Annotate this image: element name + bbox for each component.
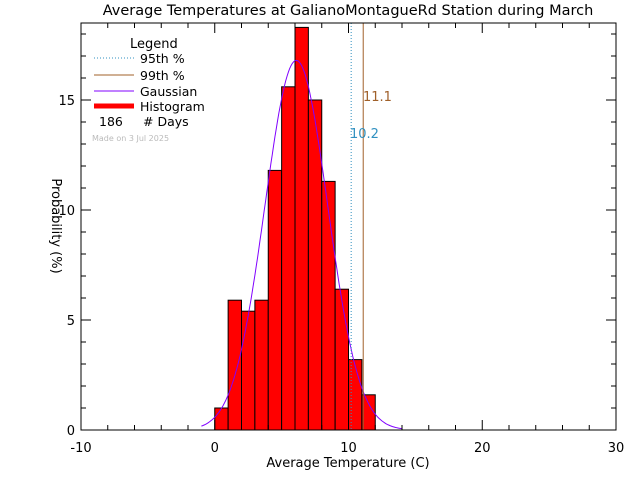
- gaussian-layer: [201, 59, 403, 430]
- y-tick-label: 15: [58, 94, 75, 109]
- histogram-bar-4: [267, 169, 283, 431]
- y-axis-ticks: 0 5 10 15: [58, 33, 616, 439]
- legend-label-p99: 99th %: [140, 68, 185, 83]
- y-axis-label: Probability (%): [48, 178, 63, 273]
- chart-title: Average Temperatures at GalianoMontagueR…: [103, 3, 594, 19]
- histogram-bar-10: [348, 359, 363, 431]
- gaussian-curve: [201, 59, 403, 430]
- x-tick-label: 20: [474, 441, 491, 456]
- legend-days-label: # Days: [143, 114, 189, 129]
- legend: Legend 95th % 99th % Gaussian Histogram …: [92, 37, 205, 143]
- histogram-bar-9: [334, 288, 349, 431]
- histogram-bar-11: [361, 394, 376, 431]
- histogram-bar-2: [241, 310, 256, 431]
- percentile-layer: [350, 23, 364, 430]
- y-tick-label: 0: [67, 424, 75, 439]
- x-tick-label: 10: [340, 441, 357, 456]
- legend-label-gaussian: Gaussian: [140, 84, 197, 99]
- histogram-bars: [214, 26, 376, 431]
- p99-value-label: 11.1: [363, 90, 392, 105]
- legend-label-histogram: Histogram: [140, 99, 205, 114]
- x-tick-label: 0: [211, 441, 219, 456]
- x-tick-label: 30: [608, 441, 625, 456]
- legend-label-p95: 95th %: [140, 51, 185, 66]
- y-tick-label: 5: [67, 314, 75, 329]
- x-axis-label: Average Temperature (C): [266, 456, 429, 471]
- histogram-bar-8: [321, 180, 336, 431]
- histogram-bar-3: [254, 299, 269, 431]
- x-axis-ticks: -10 0 10 20 30: [70, 23, 624, 456]
- p95-value-label: 10.2: [350, 127, 379, 142]
- legend-days-count: 186: [99, 114, 123, 129]
- histogram-bar-6: [294, 26, 309, 431]
- y-tick-label: 10: [58, 204, 75, 219]
- histogram-bar-1: [227, 299, 242, 431]
- x-tick-label: -10: [70, 441, 91, 456]
- legend-title: Legend: [130, 37, 178, 52]
- histogram-bar-0: [214, 407, 229, 431]
- made-on-note: Made on 3 Jul 2025: [92, 134, 169, 143]
- histogram-bar-5: [281, 86, 296, 431]
